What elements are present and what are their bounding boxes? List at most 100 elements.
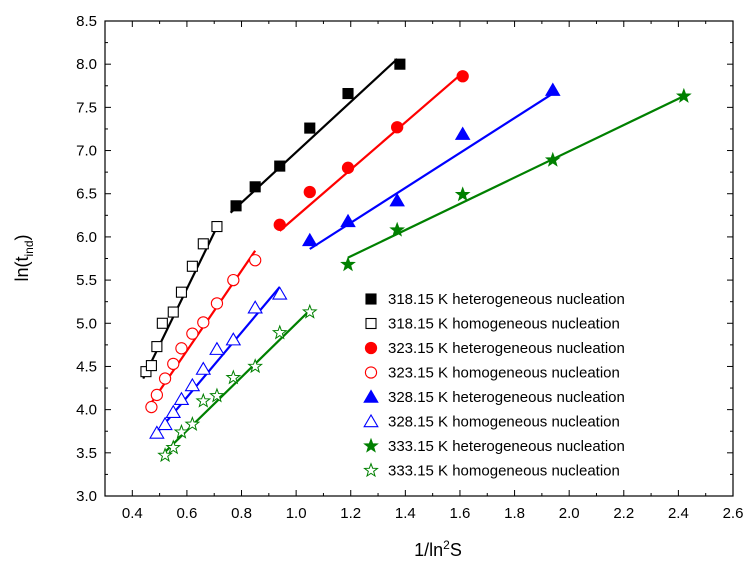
legend-item: 333.15 K homogeneous nucleation	[363, 462, 620, 480]
data-point	[186, 260, 198, 272]
data-point	[167, 357, 180, 371]
data-point	[454, 126, 471, 140]
legend-label: 328.15 K homogeneous nucleation	[388, 414, 620, 431]
data-point	[340, 256, 356, 272]
x-axis-title: 1/ln2S	[414, 538, 462, 560]
x-tick-label: 1.4	[395, 505, 416, 522]
data-point	[545, 82, 561, 96]
data-point	[173, 423, 190, 439]
x-tick-label: 1.2	[340, 505, 361, 522]
y-tick-label: 6.0	[76, 229, 97, 246]
data-point	[225, 332, 242, 346]
series-4	[145, 250, 262, 414]
data-point	[151, 341, 163, 353]
y-tick-label: 7.0	[76, 143, 97, 160]
legend-marker	[364, 341, 378, 355]
data-point	[249, 181, 261, 193]
legend-label: 318.15 K heterogeneous nucleation	[388, 291, 625, 308]
series-5	[302, 82, 561, 250]
y-tick-label: 3.0	[76, 488, 97, 505]
y-tick-label: 6.5	[76, 186, 97, 203]
data-point	[304, 122, 316, 134]
data-point	[389, 221, 406, 237]
data-point	[197, 238, 209, 250]
data-point	[150, 388, 164, 402]
data-point	[454, 186, 471, 202]
legend-marker	[363, 462, 379, 478]
data-point	[175, 342, 188, 355]
data-point	[197, 316, 210, 329]
data-point	[167, 306, 179, 318]
data-point	[173, 391, 190, 406]
legend-label: 333.15 K homogeneous nucleation	[388, 463, 620, 480]
data-point	[273, 218, 286, 231]
y-tick-label: 4.5	[76, 358, 97, 375]
series-3	[273, 70, 469, 232]
data-point	[209, 341, 225, 355]
x-tick-label: 0.8	[231, 505, 252, 522]
data-point	[145, 400, 158, 414]
x-tick-label: 2.2	[613, 505, 634, 522]
x-tick-label: 0.4	[122, 505, 143, 522]
y-tick-label: 3.5	[76, 445, 97, 462]
legend-marker	[365, 293, 377, 305]
legend-item: 323.15 K homogeneous nucleation	[364, 365, 620, 382]
legend-item: 323.15 K heterogeneous nucleation	[364, 340, 625, 357]
data-point	[247, 300, 263, 314]
data-point	[149, 425, 165, 439]
legend: 318.15 K heterogeneous nucleation 318.15 …	[363, 291, 625, 480]
data-point	[249, 254, 262, 267]
data-point	[158, 372, 172, 385]
legend-label: 323.15 K heterogeneous nucleation	[388, 340, 625, 357]
data-point	[340, 213, 356, 228]
data-point	[394, 58, 406, 70]
legend-item: 328.15 K homogeneous nucleation	[363, 413, 620, 431]
legend-marker	[364, 366, 378, 379]
legend-label: 318.15 K homogeneous nucleation	[388, 316, 620, 333]
series-8	[157, 303, 318, 463]
data-point	[184, 416, 201, 432]
x-tick-label: 1.0	[286, 505, 307, 522]
x-tick-label: 1.8	[504, 505, 525, 522]
data-point	[247, 358, 264, 374]
fit-line	[279, 71, 464, 232]
data-point	[210, 297, 224, 310]
data-point	[211, 220, 223, 233]
data-point	[165, 404, 182, 418]
legend-label: 328.15 K heterogeneous nucleation	[388, 389, 625, 406]
legend-label: 323.15 K homogeneous nucleation	[388, 365, 620, 382]
series-6	[149, 286, 288, 439]
legend-marker	[363, 413, 379, 428]
x-tick-label: 2.4	[668, 505, 689, 522]
legend-label: 333.15 K heterogeneous nucleation	[388, 438, 625, 455]
data-point	[195, 392, 212, 408]
plot-layer: 0.4 0.6 0.8 1.0 1.2 1.4 1.6 1.8 2.0 2.2 2.4 2.6 3.0 3…	[76, 13, 743, 522]
fit-line	[347, 95, 685, 259]
data-point	[391, 121, 404, 134]
data-point	[271, 324, 288, 340]
x-tick-label: 1.6	[450, 505, 471, 522]
data-point	[184, 377, 201, 392]
data-point	[301, 303, 318, 319]
legend-item: 333.15 K heterogeneous nucleation	[363, 437, 625, 455]
data-point	[544, 151, 561, 167]
legend-marker	[363, 437, 379, 453]
x-tick-label: 0.6	[176, 505, 197, 522]
data-point	[209, 387, 225, 403]
x-tick-label: 2.0	[559, 505, 580, 522]
series-2	[140, 220, 223, 380]
data-point	[195, 361, 212, 375]
y-tick-label: 5.5	[76, 272, 97, 289]
data-point	[156, 317, 168, 329]
data-point	[186, 327, 199, 340]
legend-item: 318.15 K homogeneous nucleation	[365, 316, 620, 333]
y-tick-label: 7.5	[76, 99, 97, 116]
data-point	[225, 369, 242, 385]
x-tick-label: 2.6	[723, 505, 744, 522]
data-point	[271, 286, 288, 300]
data-point	[456, 70, 469, 83]
data-point	[175, 286, 188, 298]
series-7	[340, 87, 692, 272]
y-tick-label: 5.0	[76, 315, 97, 332]
